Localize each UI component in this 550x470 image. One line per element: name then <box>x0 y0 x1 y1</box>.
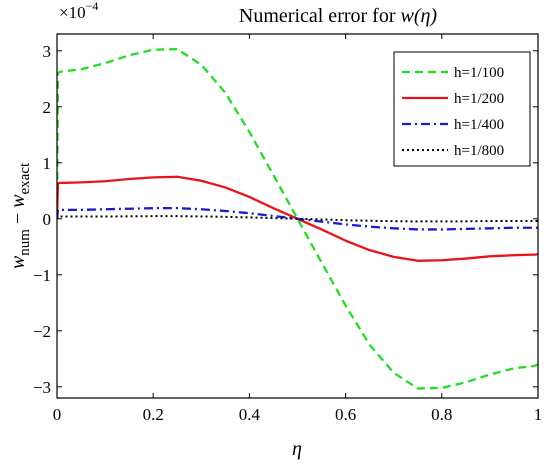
y-tick-label: 2 <box>43 98 52 117</box>
x-tick-label: 0.2 <box>143 405 164 424</box>
plot-area-frame <box>56 33 539 399</box>
y-axis-label: wnum − wexact <box>7 162 33 269</box>
y-multiplier: ×10−4 <box>59 0 98 22</box>
series-layer <box>57 47 538 390</box>
series-line-2 <box>57 175 538 262</box>
legend: h=1/100 h=1/200 h=1/400 h=1/800 <box>393 51 531 167</box>
x-tick-label: 0.8 <box>431 405 452 424</box>
series-line-4 <box>57 215 538 223</box>
x-tick-label: 0.6 <box>335 405 356 424</box>
y-axis-label-main-2: w <box>7 194 29 208</box>
y-tick-label: −3 <box>33 378 51 397</box>
series-line-1 <box>57 47 538 390</box>
legend-label-4: h=1/800 <box>454 143 504 159</box>
y-axis-label-main: w <box>7 255 29 269</box>
y-tick-label: −2 <box>33 322 51 341</box>
series-line-3 <box>57 207 538 231</box>
x-axis-label: η <box>292 438 302 460</box>
y-multiplier-exponent: −4 <box>86 0 99 13</box>
x-tick-label: 1 <box>534 405 543 424</box>
y-axis-label-minus: − <box>7 208 29 229</box>
chart-title-prefix: Numerical error for <box>239 5 401 27</box>
y-tick-label: −1 <box>33 266 51 285</box>
x-tick-label: 0 <box>53 405 62 424</box>
x-tick-label: 0.4 <box>239 405 261 424</box>
y-axis: −3 −2 −1 0 1 2 3 <box>33 42 538 397</box>
legend-label-3: h=1/400 <box>454 117 504 133</box>
chart-title: Numerical error for w(η) <box>239 5 438 27</box>
y-tick-label: 1 <box>43 154 52 173</box>
legend-label-1: h=1/100 <box>454 65 504 81</box>
y-multiplier-base: ×10 <box>59 3 86 22</box>
legend-label-2: h=1/200 <box>454 91 504 107</box>
x-axis: 0 0.2 0.4 0.6 0.8 1 <box>53 34 543 424</box>
y-axis-label-sub2: exact <box>17 162 33 194</box>
y-tick-label: 3 <box>43 42 52 61</box>
y-tick-label: 0 <box>43 210 52 229</box>
chart-title-math: w(η) <box>401 5 438 27</box>
y-axis-label-sub1: num <box>17 229 33 256</box>
